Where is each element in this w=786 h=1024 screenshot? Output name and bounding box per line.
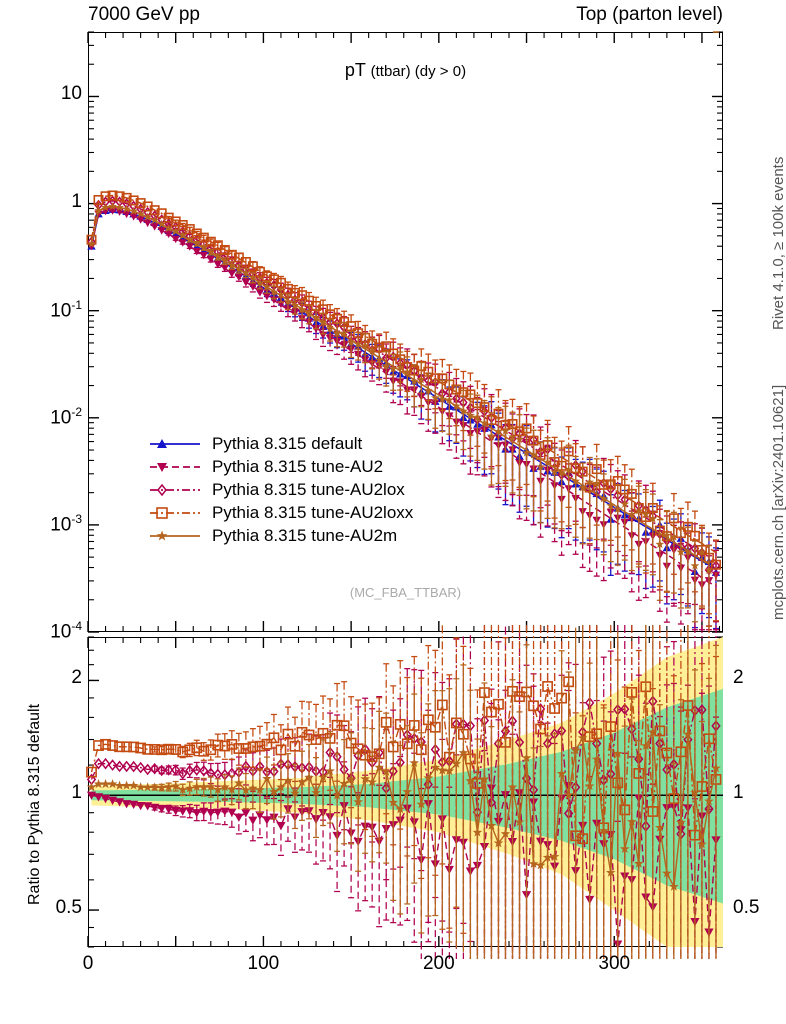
legend-item-4[interactable]: Pythia 8.315 tune-AU2m [148, 524, 413, 547]
main-y-tick-2: 10-1 [50, 297, 82, 322]
legend-item-3[interactable]: Pythia 8.315 tune-AU2loxx [148, 501, 413, 524]
ratio-y-tick-left-2: 0.5 [55, 897, 82, 919]
legend-label-0: Pythia 8.315 default [212, 433, 363, 453]
legend-label-4: Pythia 8.315 tune-AU2m [212, 525, 398, 545]
main-y-tick-0: 10 [60, 83, 82, 105]
legend-label-3: Pythia 8.315 tune-AU2loxx [212, 502, 414, 522]
header-process-label: Top (parton level) [576, 4, 723, 25]
main-y-tick-5: 10-4 [50, 619, 82, 643]
main-y-tick-3: 10-2 [50, 404, 82, 429]
ratio-y-tick-right-1: 1 [733, 782, 744, 804]
x-tick-3: 300 [598, 953, 631, 974]
ratio-plot-area [86, 625, 723, 959]
ratio-y-tick-right-2: 0.5 [733, 897, 760, 919]
plot-title: pT (ttbar) (dy > 0) [88, 60, 723, 81]
main-y-tick-4: 10-3 [50, 511, 82, 536]
ratio-axis-title: Ratio to Pythia 8.315 default [26, 703, 43, 905]
analysis-watermark: (MC_FBA_TTBAR) [349, 585, 462, 600]
legend-marker-diamond-open-icon [148, 479, 202, 501]
main-y-tick-1: 1 [71, 190, 82, 212]
ratio-y-tick-right-0: 2 [733, 667, 744, 689]
plot-title-main: pT [344, 60, 366, 80]
legend: Pythia 8.315 default Pythia 8.315 tune-AU… [148, 432, 413, 547]
legend-label-1: Pythia 8.315 tune-AU2 [212, 456, 384, 476]
legend-marker-star-icon [148, 525, 202, 547]
legend-marker-triangle-up-icon [148, 433, 202, 455]
x-tick-2: 200 [422, 953, 455, 974]
plot-title-sub: (ttbar) (dy > 0) [370, 63, 467, 80]
x-tick-1: 100 [247, 953, 280, 974]
header-beam-label: 7000 GeV pp [88, 4, 200, 25]
mcplots-source-label: mcplots.cern.ch [arXiv:2401.10621] [770, 384, 786, 620]
legend-marker-triangle-down-icon [148, 456, 202, 478]
legend-item-0[interactable]: Pythia 8.315 default [148, 432, 413, 455]
legend-item-1[interactable]: Pythia 8.315 tune-AU2 [148, 455, 413, 478]
legend-label-2: Pythia 8.315 tune-AU2lox [212, 479, 405, 499]
main-plot-area [86, 31, 723, 633]
legend-item-2[interactable]: Pythia 8.315 tune-AU2lox [148, 478, 413, 501]
ratio-y-tick-left-1: 1 [71, 782, 82, 804]
ratio-y-tick-left-0: 2 [71, 667, 82, 689]
x-tick-0: 0 [82, 953, 94, 974]
rivet-version-label: Rivet 4.1.0, ≥ 100k events [770, 156, 786, 330]
legend-marker-square-open-icon [148, 502, 202, 524]
